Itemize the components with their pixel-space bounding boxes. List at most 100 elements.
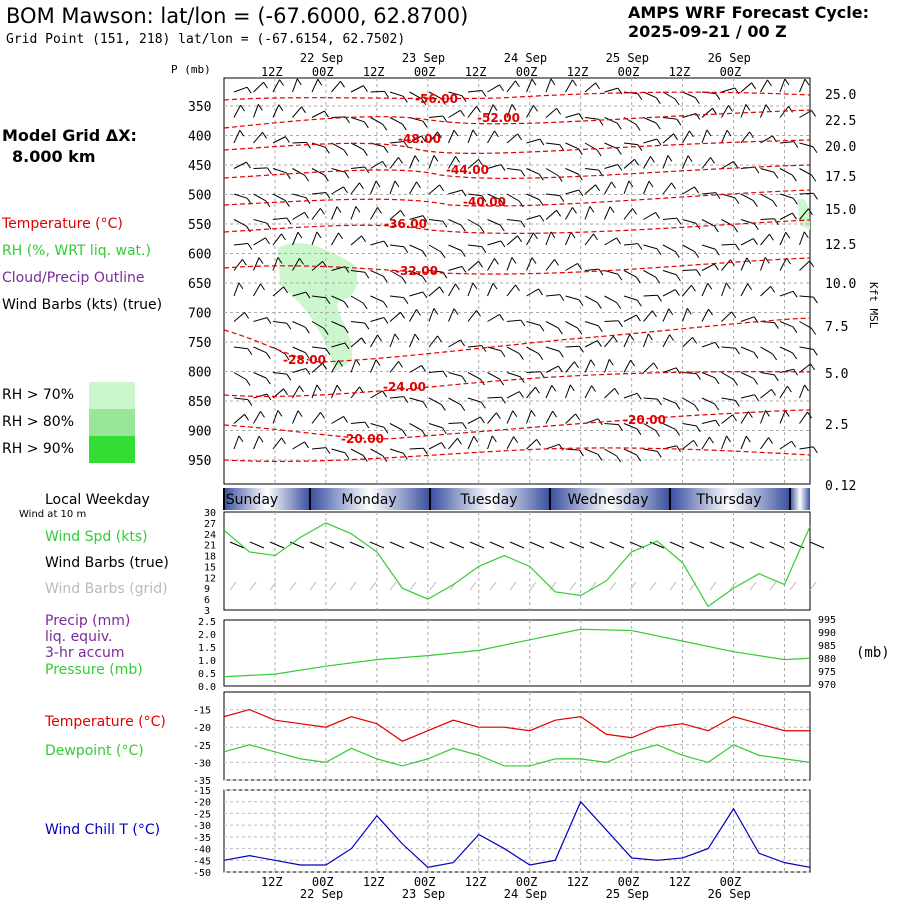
wind-ytick-label: 12: [204, 573, 216, 584]
precip-pressure-panel: 2.5 2.0 1.5 1.0 0.5 0.0 995 990 985 980 975 970: [198, 615, 836, 693]
wind-barb-flag: [422, 215, 428, 222]
wind-barb-true: [349, 541, 365, 549]
bottom-time-label: 12Z: [261, 875, 283, 889]
wind-barb-flag: [577, 263, 583, 270]
wind-barb-staff: [545, 321, 559, 329]
height-tick-label: 15.0: [825, 203, 856, 218]
wind-barb-staff: [272, 136, 286, 144]
wind-barb-flag: [519, 391, 524, 398]
wind-barb-staff: [779, 410, 786, 424]
wind-barb-staff: [331, 416, 344, 424]
wind-barb-flag: [266, 317, 272, 324]
wind-barb-flag: [598, 268, 604, 276]
wind-barb-flag: [517, 133, 523, 141]
wind-barb-flag: [244, 312, 250, 319]
wind-barb-flag: [244, 414, 249, 421]
wind-barb-flag: [708, 436, 714, 444]
rh80-label: RH > 80%: [2, 414, 75, 430]
wind-barb-flag: [655, 212, 661, 219]
isotherm-line: [223, 371, 811, 397]
wind-barb-flag: [693, 440, 698, 447]
wind-barb-staff: [487, 412, 497, 424]
wind-barb-staff: [779, 212, 793, 220]
isotherm-label: -40.00: [463, 195, 506, 209]
precip-ytick-label: 1.5: [198, 643, 216, 654]
wind-barb-flag: [707, 282, 713, 290]
wind-barb-staff: [233, 372, 247, 380]
wind-ytick-label: 27: [204, 519, 216, 530]
wind-barb-flag: [440, 98, 446, 105]
wind-barb-staff: [545, 385, 553, 399]
wind-barb-flag: [364, 271, 370, 279]
wind-barb-flag: [552, 410, 558, 418]
wind-barb-flag: [460, 404, 466, 412]
wind-barb-flag: [751, 82, 756, 90]
wind-barb-staff: [643, 244, 658, 250]
wind-barb-staff: [701, 157, 711, 169]
wind-barb-flag: [652, 310, 657, 318]
isotherm-label: -28.00: [283, 353, 326, 367]
isotherm-label: -20.00: [623, 413, 666, 427]
wind-barb-true: [249, 541, 265, 549]
wind-barb-flag: [773, 171, 779, 179]
wind-barb-flag: [768, 437, 773, 444]
wind-barb-staff: [565, 321, 579, 329]
wind-barb-flag: [422, 291, 428, 299]
wind-barb-staff: [292, 441, 305, 450]
dewpoint-line: [223, 744, 811, 767]
bottom-date-label: 24 Sep: [504, 887, 547, 900]
wind-barb-staff: [565, 263, 578, 271]
wind-barb-staff: [740, 316, 755, 322]
bottom-time-label: 00Z: [720, 875, 742, 889]
wind-barb-staff: [565, 207, 573, 220]
wind-barb-staff: [233, 130, 241, 144]
wind-barb-flag: [538, 288, 544, 296]
wind-barb-flag: [355, 206, 361, 213]
wind-barb-flag: [536, 439, 542, 446]
wind-barb-staff: [389, 423, 403, 431]
wind-barb-staff: [487, 240, 502, 246]
wind-barb-true: [549, 541, 565, 549]
wind-barb-flag: [382, 390, 388, 398]
wind-barb-staff: [701, 107, 713, 118]
wind-barb-staff: [565, 168, 579, 175]
height-tick-label: 10.0: [825, 277, 856, 292]
wind-barb-staff: [682, 336, 693, 348]
wind-barb-staff: [428, 184, 440, 195]
wind-barb-flag: [478, 159, 484, 166]
wind-barb-staff: [428, 370, 443, 373]
wind-barb-staff: [409, 447, 424, 450]
wind-chill-label: Wind Chill T (°C): [45, 822, 161, 838]
wind-barb-flag: [286, 373, 292, 381]
wind-barb-flag: [496, 412, 501, 420]
wind-barb-staff: [526, 78, 533, 93]
weekday-segment: [790, 488, 810, 510]
wind-at-label: Wind at 10 m: [19, 509, 87, 520]
wind-barb-staff: [350, 235, 362, 246]
wind-barb-staff: [272, 257, 279, 271]
wind-barb-flag: [655, 430, 661, 437]
wind-barb-staff: [253, 193, 267, 202]
wind-barb-staff: [545, 168, 559, 176]
wind-barb-flag: [472, 282, 478, 290]
wind-barb-staff: [740, 104, 747, 118]
wind-barb-staff: [740, 257, 748, 271]
wind-barbs-true-label: Wind Barbs (true): [45, 555, 169, 571]
wind-barb-staff: [350, 359, 357, 373]
wind-barb-staff: [350, 142, 364, 151]
wind-barb-staff: [701, 244, 716, 250]
pressure-tick-label: 350: [188, 100, 211, 115]
wind-barb-flag: [401, 277, 407, 284]
wind-barb-flag: [278, 104, 284, 112]
wind-barb-flag: [714, 248, 720, 256]
xsec-top-time-label: 12Z: [363, 65, 385, 79]
wind-barb-flag: [398, 361, 403, 368]
wind-barb-flag: [336, 206, 342, 213]
wind-barb-flag: [325, 297, 331, 305]
wind-barb-staff: [740, 435, 747, 450]
wind-barb-staff: [253, 104, 259, 118]
wind-barb-staff: [662, 117, 677, 120]
pressure-tick-label: 700: [188, 307, 211, 322]
wind-barb-staff: [428, 397, 442, 406]
wind-barb-staff: [584, 359, 592, 373]
